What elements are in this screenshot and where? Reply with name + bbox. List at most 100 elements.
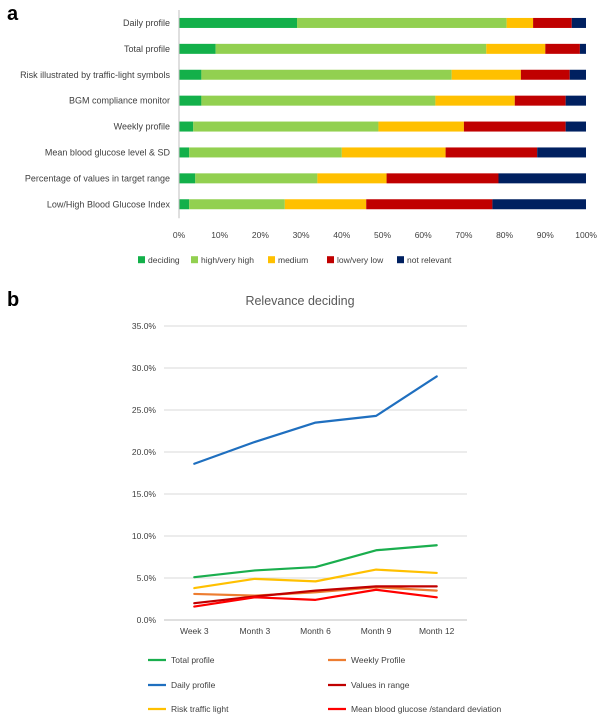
- bar-segment: [492, 199, 586, 210]
- series-line: [193, 585, 438, 605]
- bar-segment: [179, 43, 216, 54]
- stacked-bar-chart: Daily profile Total profile Risk illustrat…: [20, 10, 597, 265]
- legend-label: high/very high: [201, 255, 254, 265]
- legend-swatch: [191, 256, 198, 264]
- legend-label: medium: [278, 255, 308, 265]
- x-tick-label: 0%: [173, 230, 186, 240]
- series-line: [193, 568, 438, 590]
- legend-label: Values in range: [351, 680, 410, 690]
- category-label: Daily profile: [123, 18, 170, 28]
- bar-segment: [533, 17, 572, 28]
- y-tick-label: 35.0%: [132, 321, 157, 331]
- bar-segment: [520, 69, 570, 80]
- bar-segment: [179, 17, 298, 28]
- bar-segment: [179, 69, 202, 80]
- legend-label: not relevant: [407, 255, 452, 265]
- bar-segment: [297, 17, 507, 28]
- bar-segment: [179, 147, 190, 158]
- x-tick-label: Month 3: [240, 626, 271, 636]
- legend-swatch: [397, 256, 404, 264]
- bar-segment: [579, 43, 586, 54]
- legend-swatch: [327, 256, 334, 264]
- chart-title: Relevance deciding: [245, 294, 354, 308]
- bar-segment: [189, 147, 342, 158]
- x-tick-label: 70%: [455, 230, 472, 240]
- category-label: BGM compliance monitor: [69, 96, 170, 106]
- bar-segment: [179, 95, 202, 106]
- category-label: Risk illustrated by traffic-light symbol…: [20, 70, 170, 80]
- bar-segment: [189, 199, 285, 210]
- y-tick-label: 5.0%: [137, 573, 157, 583]
- bar-segment: [201, 69, 452, 80]
- bar-segment: [378, 121, 464, 132]
- x-tick-label: Month 9: [361, 626, 392, 636]
- panel-label-a: a: [7, 3, 19, 25]
- bar-segment: [193, 121, 379, 132]
- bar-segment: [317, 173, 387, 184]
- series-line: [193, 375, 438, 465]
- line-chart: Relevance deciding 0.0% 5.0% 10.0% 15.0% 20.0…: [132, 294, 502, 714]
- y-tick-label: 25.0%: [132, 405, 157, 415]
- category-label: Percentage of values in target range: [25, 173, 170, 183]
- x-tick-label: 80%: [496, 230, 513, 240]
- y-tick-label: 20.0%: [132, 447, 157, 457]
- series-line: [193, 588, 438, 608]
- x-tick-label: 10%: [211, 230, 228, 240]
- x-tick-label: 90%: [537, 230, 554, 240]
- y-tick-label: 10.0%: [132, 531, 157, 541]
- legend-label: low/very low: [337, 255, 384, 265]
- bar-segment: [341, 147, 446, 158]
- bar-segment: [498, 173, 586, 184]
- bar-segment: [537, 147, 586, 158]
- x-tick-label: 30%: [293, 230, 310, 240]
- legend-label: Total profile: [171, 655, 215, 665]
- bar-segment: [565, 95, 586, 106]
- x-tick-label: 50%: [374, 230, 391, 240]
- bar-segment: [179, 173, 196, 184]
- series-line: [193, 586, 438, 597]
- legend-label: Mean blood glucose /standard deviation: [351, 704, 502, 714]
- y-tick-label: 0.0%: [137, 615, 157, 625]
- legend-label: deciding: [148, 255, 180, 265]
- legend-label: Daily profile: [171, 680, 216, 690]
- x-tick-label: 60%: [415, 230, 432, 240]
- panel-label-b: b: [7, 289, 19, 311]
- bar-segment: [451, 69, 521, 80]
- series-line: [193, 544, 438, 579]
- bar-segment: [201, 95, 436, 106]
- bar-segment: [195, 173, 318, 184]
- bar-segment: [445, 147, 538, 158]
- bar-segment: [506, 17, 534, 28]
- bar-segment: [386, 173, 499, 184]
- bar-segment: [179, 199, 190, 210]
- x-tick-label: 40%: [333, 230, 350, 240]
- bar-segment: [435, 95, 515, 106]
- bar-segment: [215, 43, 487, 54]
- x-tick-label: 100%: [575, 230, 597, 240]
- category-label: Low/High Blood Glucose Index: [47, 199, 171, 209]
- bar-segment: [514, 95, 566, 106]
- bar-segment: [179, 121, 194, 132]
- x-tick-label: Week 3: [180, 626, 209, 636]
- bar-segment: [545, 43, 580, 54]
- legend-swatch: [268, 256, 275, 264]
- legend-label: Risk traffic light: [171, 704, 229, 714]
- legend-label: Weekly Profile: [351, 655, 405, 665]
- category-label: Total profile: [124, 44, 170, 54]
- bar-segment: [463, 121, 566, 132]
- bar-segment: [486, 43, 546, 54]
- bar-segment: [571, 17, 586, 28]
- category-label: Mean blood glucose level & SD: [45, 147, 171, 157]
- bar-segment: [366, 199, 493, 210]
- legend-swatch: [138, 256, 145, 264]
- y-tick-label: 30.0%: [132, 363, 157, 373]
- x-tick-label: 20%: [252, 230, 269, 240]
- y-tick-label: 15.0%: [132, 489, 157, 499]
- category-label: Weekly profile: [114, 122, 170, 132]
- bar-segment: [569, 69, 586, 80]
- bar-segment: [565, 121, 586, 132]
- x-tick-label: Month 12: [419, 626, 455, 636]
- x-tick-label: Month 6: [300, 626, 331, 636]
